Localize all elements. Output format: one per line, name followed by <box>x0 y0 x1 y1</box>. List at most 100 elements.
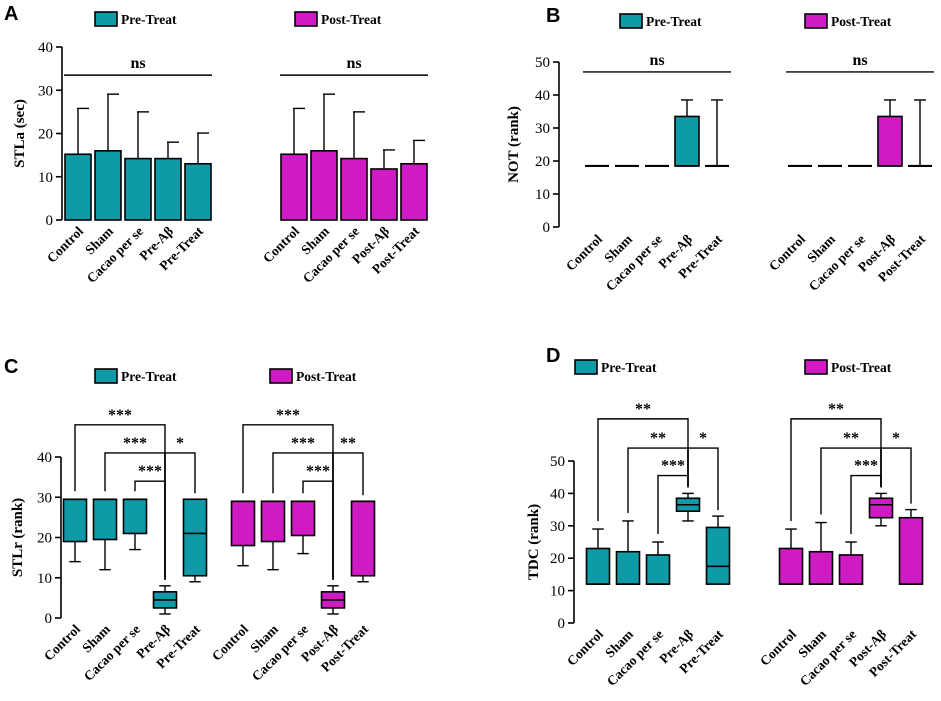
y-tick-label: 30 <box>550 519 565 535</box>
y-tick-label: 0 <box>46 213 54 229</box>
panel-letter: D <box>546 345 560 367</box>
panel-c: C Pre-Treat Post-Treat 0 10 20 30 40 STLr (rank)… <box>4 356 376 684</box>
box <box>260 500 286 543</box>
y-tick-label: 40 <box>38 40 53 56</box>
box <box>705 526 731 585</box>
box <box>290 500 316 537</box>
significance-label: ** <box>340 435 356 452</box>
significance-label: ns <box>346 55 361 72</box>
panel-letter: A <box>4 3 18 25</box>
legend-label-pre: Pre-Treat <box>121 12 177 27</box>
y-axis-label: STLa (sec) <box>12 99 28 168</box>
y-tick-label: 20 <box>550 551 565 567</box>
box <box>868 497 894 519</box>
significance-bracket <box>242 424 334 580</box>
box <box>615 550 641 585</box>
significance-label: *** <box>276 407 300 424</box>
significance-label: *** <box>306 463 330 480</box>
significance-label: * <box>176 435 184 452</box>
x-category-label: Control <box>563 231 605 273</box>
y-tick-label: 30 <box>38 83 53 99</box>
y-tick-label: 20 <box>37 531 52 547</box>
y-tick-label: 50 <box>535 55 550 71</box>
panel-a: A Pre-Treat Post-Treat 0 10 20 30 40 STLa (sec) C… <box>4 3 428 286</box>
bar <box>280 153 308 221</box>
y-tick-label: 10 <box>37 571 52 587</box>
y-tick-label: 30 <box>37 490 52 506</box>
box <box>92 498 118 541</box>
y-tick-label: 50 <box>550 454 565 470</box>
legend-label-post: Post-Treat <box>321 12 382 27</box>
y-axis-label: STLr (rank) <box>10 498 26 577</box>
x-category-label: Control <box>41 621 83 663</box>
box <box>778 547 804 585</box>
legend-swatch-pre <box>94 11 118 27</box>
y-tick-label: 40 <box>550 486 565 502</box>
bar <box>340 157 368 221</box>
bar <box>400 162 428 221</box>
x-category-label: Control <box>44 223 86 265</box>
bar <box>370 168 398 221</box>
significance-label: *** <box>661 458 685 475</box>
y-tick-label: 10 <box>38 170 53 186</box>
significance-bracket <box>164 452 196 578</box>
box <box>808 550 834 585</box>
significance-bracket <box>880 447 912 504</box>
legend-swatch-post <box>804 13 828 29</box>
significance-label: ns <box>852 52 867 69</box>
significance-bracket <box>687 447 719 511</box>
x-category-label: Control <box>564 626 606 668</box>
y-tick-label: 20 <box>38 127 53 143</box>
y-tick-label: 30 <box>535 121 550 137</box>
significance-label: *** <box>291 435 315 452</box>
box <box>350 500 376 577</box>
x-category-label: Control <box>209 621 251 663</box>
significance-bracket <box>332 452 364 578</box>
bar <box>64 153 92 221</box>
y-tick-label: 40 <box>535 88 550 104</box>
y-axis-label: TDC (rank) <box>526 504 542 580</box>
significance-label: ** <box>635 401 651 418</box>
y-tick-label: 40 <box>37 450 52 466</box>
legend-swatch-pre <box>574 359 598 375</box>
y-tick-label: 20 <box>535 154 550 170</box>
y-tick-label: 0 <box>543 220 551 236</box>
bar <box>124 157 152 221</box>
x-category-label: Control <box>260 223 302 265</box>
box <box>898 516 924 585</box>
box <box>585 547 611 585</box>
bar <box>310 150 338 221</box>
legend-swatch-post <box>294 11 318 27</box>
legend-label-post: Post-Treat <box>296 369 357 384</box>
significance-label: * <box>699 430 707 447</box>
significance-label: *** <box>854 458 878 475</box>
box <box>645 554 671 585</box>
bar <box>184 162 212 221</box>
legend-swatch-pre <box>619 13 643 29</box>
box <box>674 115 700 167</box>
panel-d: D Pre-Treat Post-Treat 0 10 20 30 40 50 TDC (rank… <box>526 345 924 689</box>
significance-label: ns <box>130 55 145 72</box>
significance-label: ** <box>843 430 859 447</box>
box <box>877 115 903 167</box>
box <box>122 498 148 535</box>
y-tick-label: 10 <box>550 584 565 600</box>
significance-label: ns <box>649 52 664 69</box>
x-category-label: Control <box>757 626 799 668</box>
bar <box>94 150 122 221</box>
panel-b: B Pre-Treat Post-Treat 0 10 20 30 40 50 NOT (rank… <box>506 5 934 294</box>
box <box>230 500 256 547</box>
y-tick-label: 0 <box>45 611 53 627</box>
y-tick-label: 0 <box>558 616 566 632</box>
y-axis-label: NOT (rank) <box>506 106 522 183</box>
significance-label: *** <box>123 435 147 452</box>
significance-bracket <box>74 424 166 580</box>
legend-label-pre: Pre-Treat <box>601 360 657 375</box>
box <box>62 498 88 543</box>
legend-label-pre: Pre-Treat <box>121 369 177 384</box>
legend-label-post: Post-Treat <box>831 14 892 29</box>
panel-letter: B <box>546 5 560 27</box>
significance-label: *** <box>138 463 162 480</box>
